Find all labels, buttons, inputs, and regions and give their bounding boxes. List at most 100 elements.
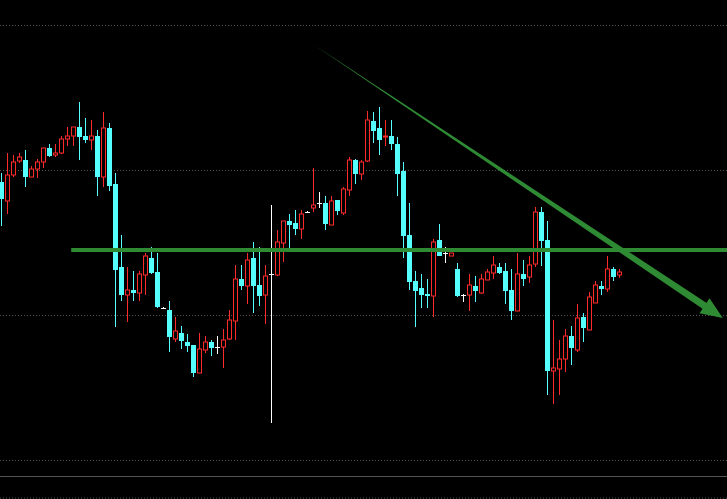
candle-body (491, 264, 496, 274)
candle (101, 112, 106, 187)
candle (293, 210, 298, 235)
candle-body (551, 367, 556, 372)
candle-body (497, 267, 502, 273)
candle-body (617, 271, 622, 276)
candle (311, 168, 316, 212)
candle (533, 207, 538, 267)
candle (527, 256, 532, 283)
candle (0, 173, 4, 226)
candle (131, 271, 136, 301)
candle (347, 157, 352, 196)
candle (563, 329, 568, 372)
candle (143, 253, 148, 295)
candle-body (449, 252, 454, 257)
candle (473, 276, 478, 302)
candle (281, 220, 286, 262)
candle (389, 120, 394, 150)
candle-body (233, 278, 238, 322)
candle-body (425, 294, 430, 296)
candle (371, 112, 376, 143)
candle (449, 252, 454, 257)
candle-body (209, 342, 214, 348)
candle (71, 126, 76, 146)
candle (515, 253, 520, 312)
candle (47, 144, 52, 157)
candle (275, 230, 280, 276)
candle (53, 144, 58, 157)
candle (119, 235, 124, 301)
candle (215, 336, 220, 354)
candle-body (41, 147, 46, 163)
candle-body (191, 345, 196, 373)
candle (521, 260, 526, 286)
candle-body (311, 204, 316, 209)
candle-body (473, 286, 478, 291)
candle (17, 153, 22, 163)
candle-body (347, 159, 352, 191)
candle (377, 107, 382, 155)
candle (11, 155, 16, 177)
candle (341, 187, 346, 215)
candle-body (479, 278, 484, 294)
candle-body (377, 128, 382, 140)
candle-body (593, 284, 598, 304)
candle (5, 153, 10, 214)
candle (485, 269, 490, 281)
candle (587, 292, 592, 331)
candle (611, 267, 616, 281)
candle-body (431, 241, 436, 297)
candle-body (557, 358, 562, 370)
candle-body (353, 160, 358, 174)
candle (83, 118, 88, 143)
candle-body (485, 271, 490, 281)
candle (617, 269, 622, 278)
candle-body (323, 203, 328, 224)
candle (245, 253, 250, 304)
candle-body (71, 126, 76, 137)
candle-body (389, 136, 394, 144)
candle-body (59, 138, 64, 154)
candle-body (131, 290, 136, 293)
candle (203, 336, 208, 353)
candle (503, 263, 508, 304)
candle (539, 207, 544, 266)
candle-body (539, 212, 544, 241)
candle (461, 294, 466, 302)
candle-body (419, 288, 424, 295)
candle (95, 130, 100, 196)
candle-body (65, 135, 70, 140)
candle-body (137, 273, 142, 294)
candle (263, 265, 268, 324)
candle (551, 320, 556, 404)
candle (365, 111, 370, 162)
candle-body (563, 335, 568, 360)
candle-body (155, 272, 160, 307)
candle-body (275, 241, 280, 276)
candle (137, 271, 142, 301)
candle (107, 123, 112, 191)
candle-body (149, 258, 154, 273)
candle (557, 340, 562, 395)
candle (467, 274, 472, 311)
candle (401, 162, 406, 258)
candle-body (203, 341, 208, 351)
candle (383, 120, 388, 146)
candle (425, 279, 430, 308)
candle (323, 196, 328, 230)
candle-body (257, 285, 262, 296)
candle (125, 267, 130, 322)
candle-body (329, 200, 334, 226)
candle-body (197, 348, 202, 374)
candle-body (605, 268, 610, 290)
candle (395, 137, 400, 196)
candle-body (599, 286, 604, 289)
candle-body (107, 128, 112, 186)
candle-body (395, 144, 400, 174)
candle (575, 304, 580, 352)
candle-body (263, 275, 268, 296)
candle (227, 310, 232, 340)
candle-body (569, 336, 574, 348)
candle (173, 317, 178, 342)
candle (35, 159, 40, 178)
candle-body (245, 259, 250, 287)
